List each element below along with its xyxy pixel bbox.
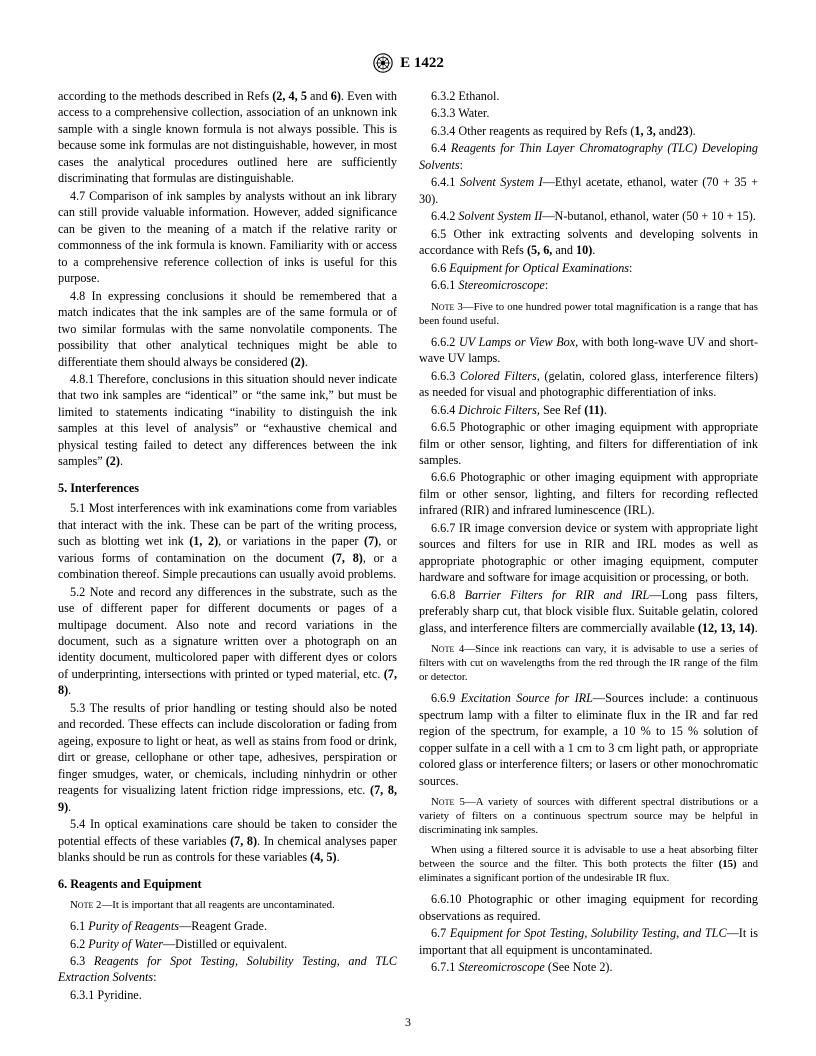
para-6-6-6: 6.6.6 Photographic or other imaging equi… (419, 469, 758, 518)
para-6-3-2: 6.3.2 Ethanol. (419, 88, 758, 104)
note-3: Note 3—Five to one hundred power total m… (419, 300, 758, 328)
para-4-8-1: 4.8.1 Therefore, conclusions in this sit… (58, 371, 397, 470)
para-6-3-4: 6.3.4 Other reagents as required by Refs… (419, 123, 758, 139)
para-6-6-7: 6.6.7 IR image conversion device or syst… (419, 520, 758, 586)
para-6-6: 6.6 Equipment for Optical Examinations: (419, 260, 758, 276)
note-5a: Note 5—A variety of sources with differe… (419, 795, 758, 837)
para-6-3-3: 6.3.3 Water. (419, 105, 758, 121)
para-6-6-2: 6.6.2 UV Lamps or View Box, with both lo… (419, 334, 758, 367)
para-6-3-1: 6.3.1 Pyridine. (58, 987, 397, 1003)
para-6-4-1: 6.4.1 Solvent System I—Ethyl acetate, et… (419, 174, 758, 207)
section-5-title: 5. Interferences (58, 480, 397, 496)
para-4-8: 4.8 In expressing conclusions it should … (58, 288, 397, 370)
para-5-3: 5.3 The results of prior handling or tes… (58, 700, 397, 815)
para-6-6-10: 6.6.10 Photographic or other imaging equ… (419, 891, 758, 924)
note-2: Note 2—It is important that all reagents… (58, 898, 397, 912)
para-5-4: 5.4 In optical examinations care should … (58, 816, 397, 865)
para-4-7: 4.7 Comparison of ink samples by analyst… (58, 188, 397, 287)
para-6-4-2: 6.4.2 Solvent System II—N-butanol, ethan… (419, 208, 758, 224)
para-6-4: 6.4 Reagents for Thin Layer Chromatograp… (419, 140, 758, 173)
para-6-6-3: 6.6.3 Colored Filters, (gelatin, colored… (419, 368, 758, 401)
para-4-cont: according to the methods described in Re… (58, 88, 397, 187)
note-5b: When using a filtered source it is advis… (419, 843, 758, 885)
para-6-6-5: 6.6.5 Photographic or other imaging equi… (419, 419, 758, 468)
para-6-2: 6.2 Purity of Water—Distilled or equival… (58, 936, 397, 952)
note-4: Note 4—Since ink reactions can vary, it … (419, 642, 758, 684)
body-columns: according to the methods described in Re… (58, 88, 758, 1008)
page-header: E 1422 (58, 52, 758, 74)
para-6-7-1: 6.7.1 Stereomicroscope (See Note 2). (419, 959, 758, 975)
para-5-2: 5.2 Note and record any differences in t… (58, 584, 397, 699)
para-6-6-8: 6.6.8 Barrier Filters for RIR and IRL—Lo… (419, 587, 758, 636)
section-6-title: 6. Reagents and Equipment (58, 876, 397, 892)
para-6-5: 6.5 Other ink extracting solvents and de… (419, 226, 758, 259)
para-5-1: 5.1 Most interferences with ink examinat… (58, 500, 397, 582)
para-6-6-4: 6.6.4 Dichroic Filters, See Ref (11). (419, 402, 758, 418)
page-number: 3 (0, 1014, 816, 1030)
para-6-1: 6.1 Purity of Reagents—Reagent Grade. (58, 918, 397, 934)
para-6-6-1: 6.6.1 Stereomicroscope: (419, 277, 758, 293)
para-6-6-9: 6.6.9 Excitation Source for IRL—Sources … (419, 690, 758, 789)
header-title: E 1422 (400, 53, 444, 73)
para-6-3: 6.3 Reagents for Spot Testing, Solubilit… (58, 953, 397, 986)
astm-logo (372, 52, 394, 74)
para-6-7: 6.7 Equipment for Spot Testing, Solubili… (419, 925, 758, 958)
